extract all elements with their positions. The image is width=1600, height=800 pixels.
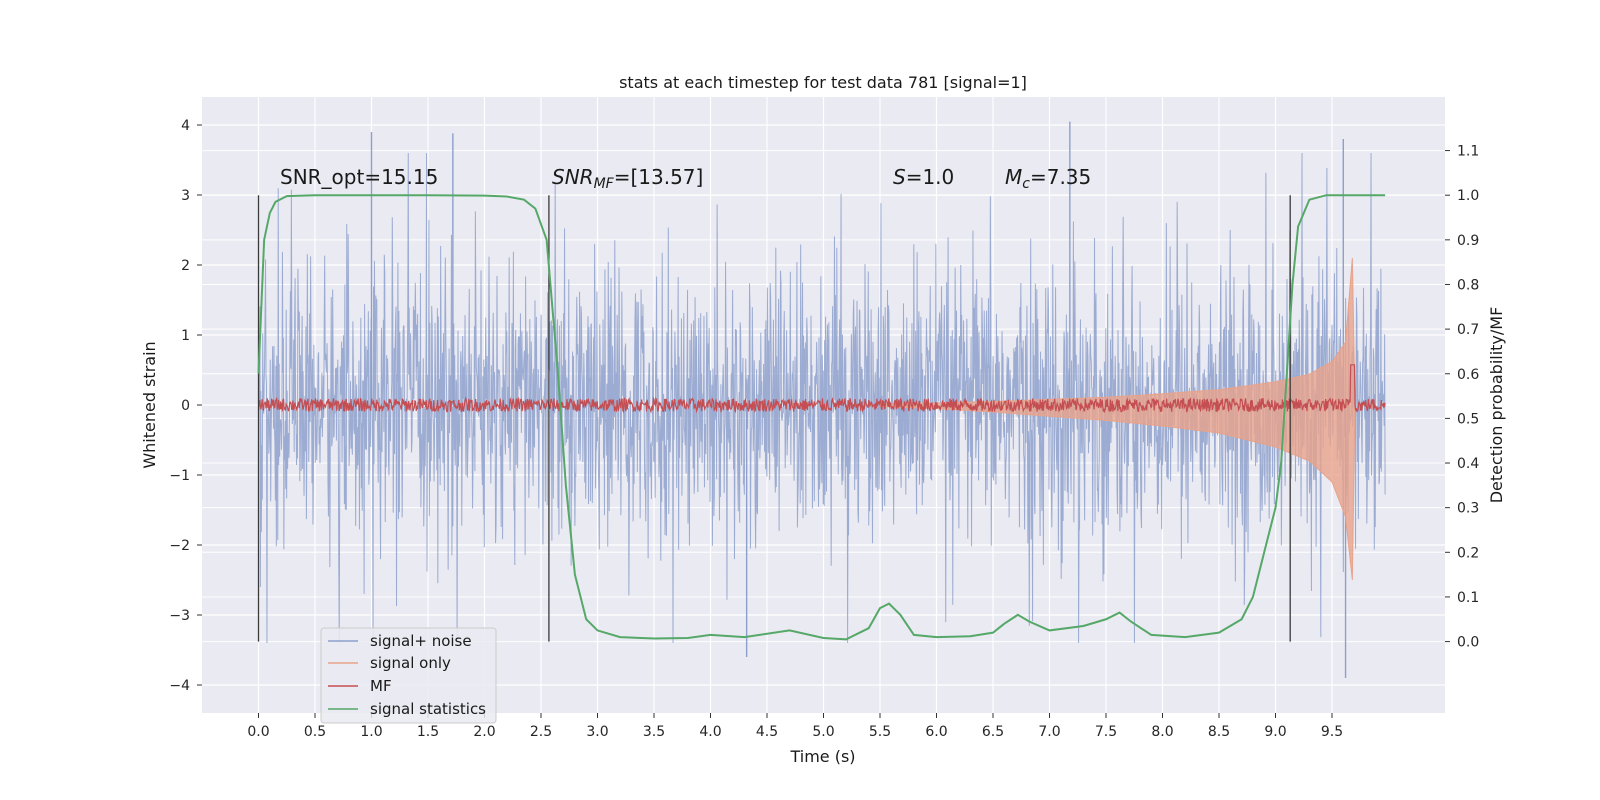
legend-box bbox=[320, 627, 497, 724]
x-tick-label: 8.0 bbox=[1151, 724, 1173, 740]
x-tick-label: 2.0 bbox=[473, 724, 495, 740]
y2-tick-label: 0.7 bbox=[1457, 322, 1479, 338]
annotation-snr-mf-value: =[13.57] bbox=[614, 165, 704, 189]
annotation-snr-mf: SNRMF=[13.57] bbox=[552, 165, 703, 192]
x-tick-label: 9.5 bbox=[1321, 724, 1343, 740]
signal-statistics-layer bbox=[257, 194, 1386, 641]
annotation-snr-mf-main: SNR bbox=[552, 165, 594, 189]
x-tick-label: 5.0 bbox=[812, 724, 834, 740]
y2-tick-label: 0.2 bbox=[1457, 545, 1479, 561]
x-tick-label: 3.0 bbox=[586, 724, 608, 740]
legend-label-signal-noise: signal+ noise bbox=[370, 632, 472, 650]
y-tick-label: 3 bbox=[181, 188, 190, 204]
y-tick-label: −4 bbox=[169, 678, 190, 694]
y-tick-label: 1 bbox=[181, 328, 190, 344]
annotation-snr-mf-sub: MF bbox=[594, 176, 615, 192]
mf-line bbox=[257, 364, 1386, 414]
annotation-s-main: S bbox=[893, 165, 906, 189]
annotation-mc-main: M bbox=[1005, 165, 1022, 189]
y2-tick-label: 1.1 bbox=[1457, 144, 1479, 160]
y2-tick-label: 0.3 bbox=[1457, 501, 1479, 517]
x-tick-label: 1.5 bbox=[417, 724, 439, 740]
x-tick-label: 0.5 bbox=[304, 724, 326, 740]
chart-title: stats at each timestep for test data 781… bbox=[619, 73, 1027, 92]
x-axis-title: Time (s) bbox=[789, 747, 855, 766]
legend-label-signal-only: signal only bbox=[370, 654, 451, 672]
x-tick-label: 7.0 bbox=[1038, 724, 1060, 740]
x-tick-label: 7.5 bbox=[1095, 724, 1117, 740]
annotation-snr-opt: SNR_opt=15.15 bbox=[280, 165, 438, 189]
x-tick-label: 3.5 bbox=[643, 724, 665, 740]
x-tick-label: 4.5 bbox=[756, 724, 778, 740]
y-tick-label: 4 bbox=[181, 118, 190, 134]
x-tick-label: 1.0 bbox=[360, 724, 382, 740]
ticks-layer: 0.0 0.5 1.0 1.5 2.0 2.5 3.0 3.5 4.0 4.5 5.0 5.5 6.0 6… bbox=[169, 118, 1479, 740]
signal-noise-line bbox=[258, 152, 1386, 644]
legend-label-signal-statistics: signal statistics bbox=[370, 700, 486, 718]
signal-statistics-line bbox=[257, 194, 1386, 641]
y2-tick-label: 0.4 bbox=[1457, 456, 1479, 472]
annotation-s: S=1.0 bbox=[893, 165, 954, 189]
annotation-mc: Mc=7.35 bbox=[1005, 165, 1091, 192]
y2-tick-label: 0.0 bbox=[1457, 635, 1479, 651]
y-tick-label: −3 bbox=[169, 608, 190, 624]
annotation-mc-sub: c bbox=[1022, 176, 1030, 192]
y2-axis-title: Detection probability/MF bbox=[1487, 307, 1506, 504]
x-tick-label: 6.5 bbox=[982, 724, 1004, 740]
signal-only-envelope bbox=[879, 257, 1356, 581]
y-tick-label: −2 bbox=[169, 538, 190, 554]
y2-tick-label: 0.1 bbox=[1457, 590, 1479, 606]
legend: signal+ noise signal only MF signal stat… bbox=[320, 627, 497, 724]
x-tick-label: 6.0 bbox=[925, 724, 947, 740]
annotation-s-value: =1.0 bbox=[906, 165, 955, 189]
x-tick-label: 5.5 bbox=[869, 724, 891, 740]
y-tick-label: 0 bbox=[181, 398, 190, 414]
y-tick-label: 2 bbox=[181, 258, 190, 274]
y2-tick-label: 0.9 bbox=[1457, 233, 1479, 249]
mf-layer bbox=[257, 364, 1386, 414]
x-tick-label: 2.5 bbox=[530, 724, 552, 740]
y2-tick-label: 1.0 bbox=[1457, 188, 1479, 204]
y-tick-label: −1 bbox=[169, 468, 190, 484]
x-tick-label: 9.0 bbox=[1264, 724, 1286, 740]
y2-tick-label: 0.8 bbox=[1457, 277, 1479, 293]
y-axis-title: Whitened strain bbox=[140, 341, 159, 468]
y2-tick-label: 0.6 bbox=[1457, 367, 1479, 383]
x-tick-label: 8.5 bbox=[1208, 724, 1230, 740]
x-tick-label: 0.0 bbox=[247, 724, 269, 740]
y2-tick-label: 0.5 bbox=[1457, 411, 1479, 427]
noise-series-layer bbox=[258, 121, 1386, 678]
legend-label-mf: MF bbox=[370, 677, 392, 695]
x-tick-label: 4.0 bbox=[699, 724, 721, 740]
annotation-mc-value: =7.35 bbox=[1030, 165, 1091, 189]
signal-only-layer bbox=[879, 257, 1356, 581]
